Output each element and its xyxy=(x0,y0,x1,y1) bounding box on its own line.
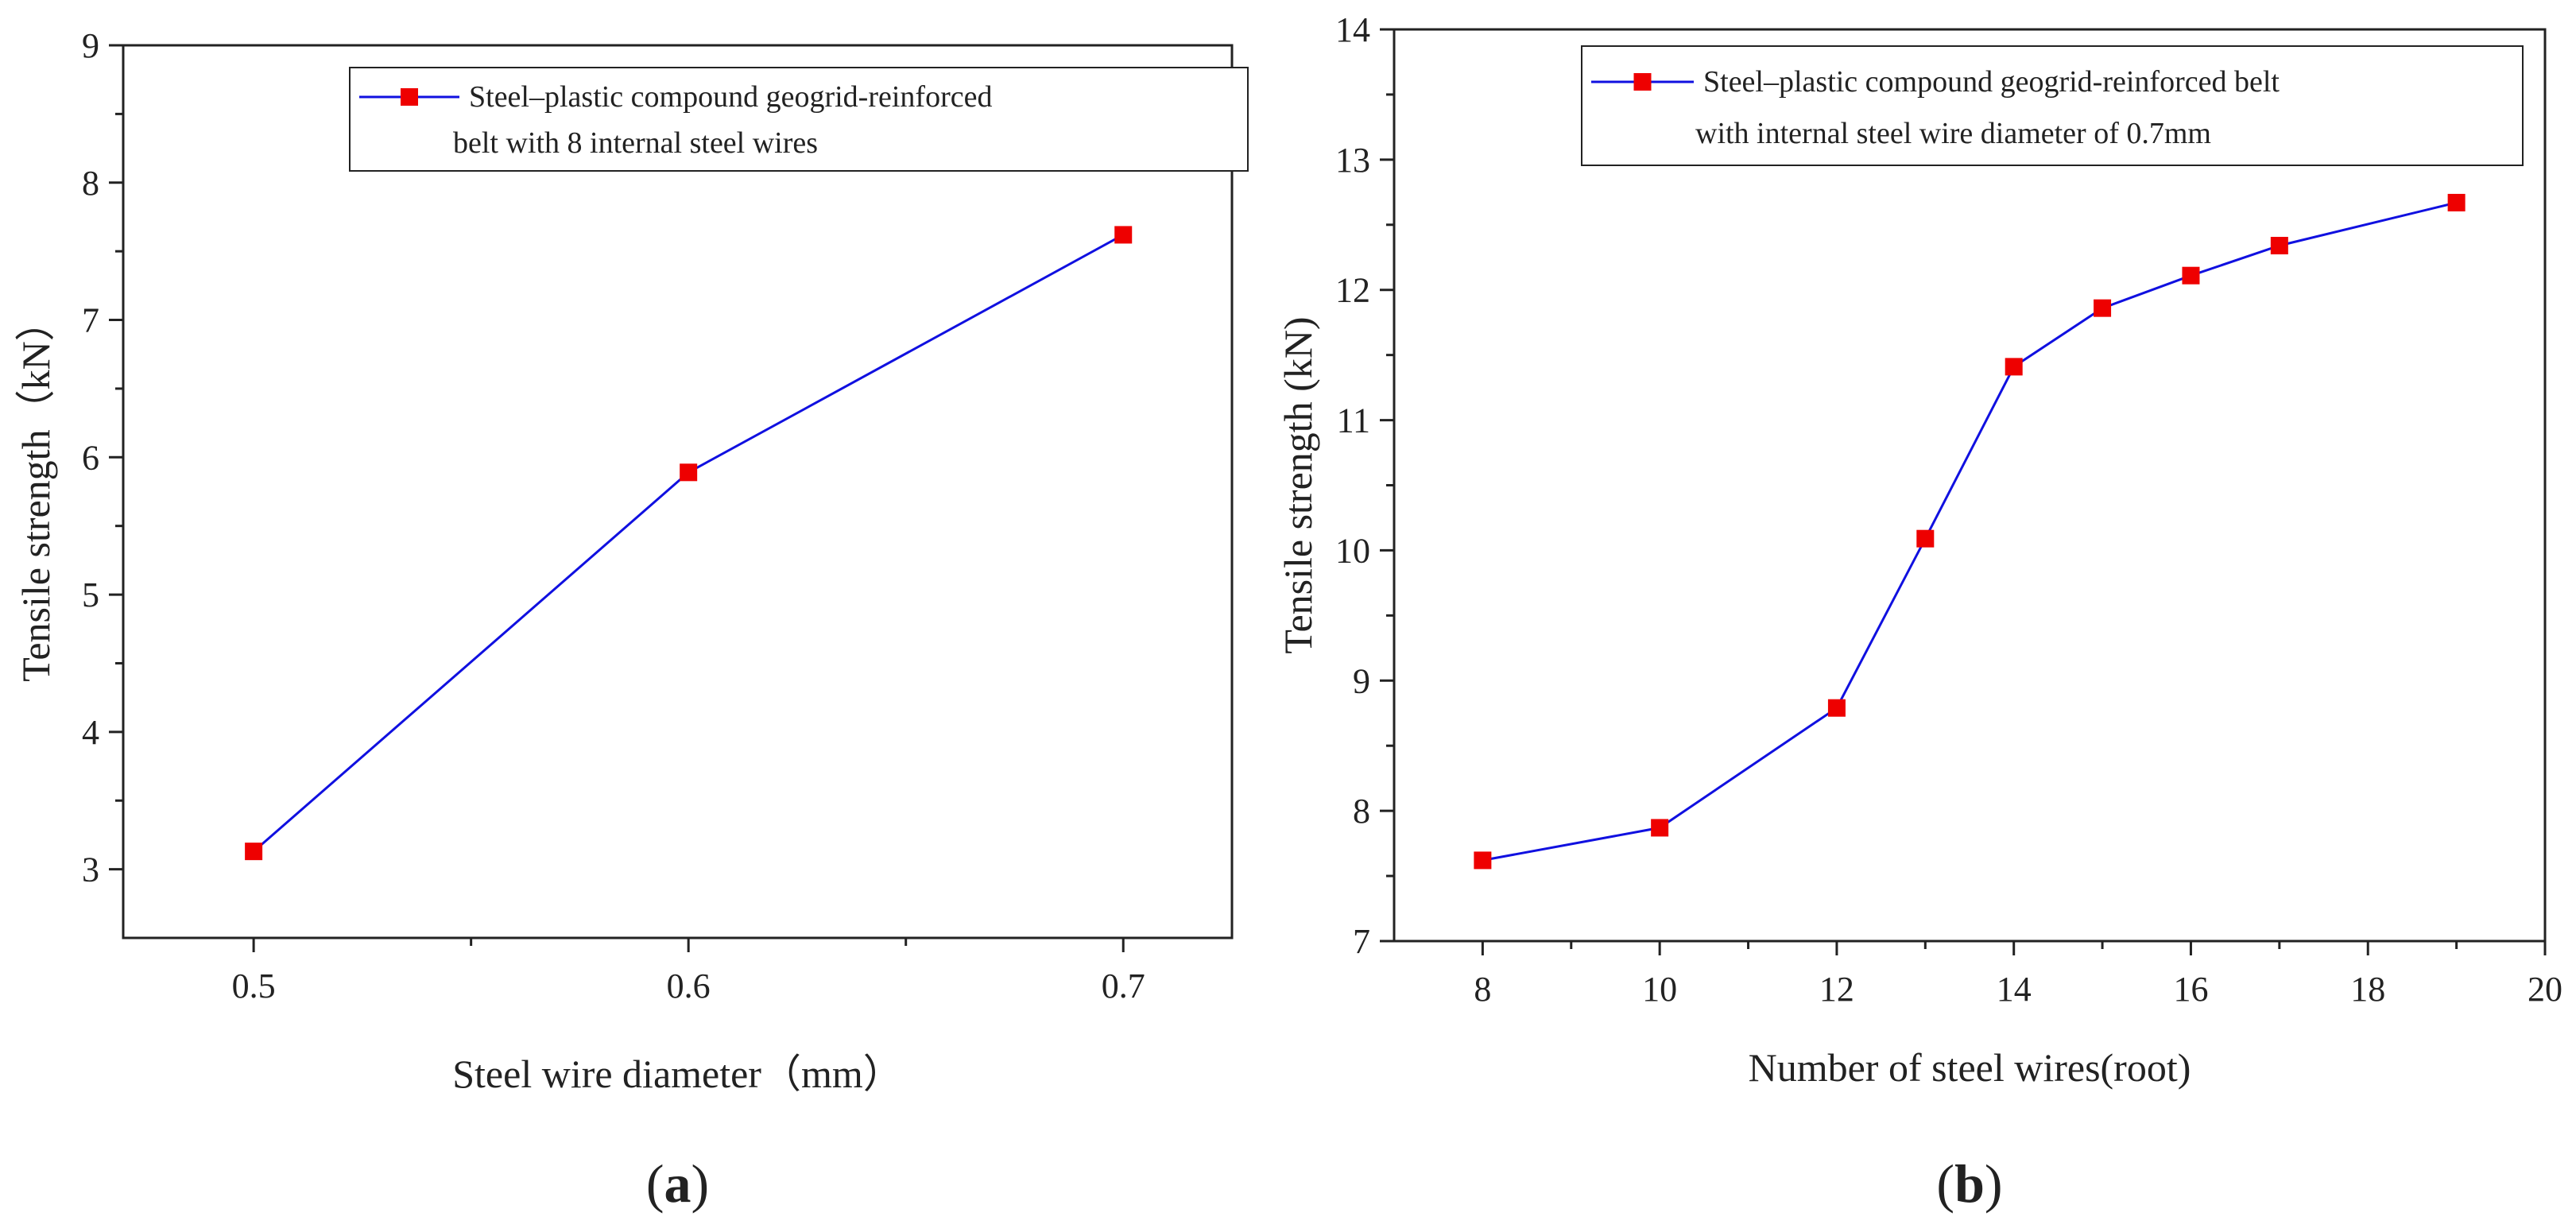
x-axis-title: Number of steel wires(root) xyxy=(1749,1045,2191,1090)
legend-label-line-1: Steel–plastic compound geogrid-reinforce… xyxy=(469,80,992,114)
y-tick-label: 8 xyxy=(1353,792,1370,831)
x-tick-label: 0.5 xyxy=(232,967,276,1005)
y-axis-title: Tensile strength (kN) xyxy=(1276,316,1320,653)
chart-panel-b: 7 8 9 10 11 12 13 14 8 10 12 14 16 18 20 Number of stee… xyxy=(1276,10,2562,1214)
legend-label-line-1: Steel–plastic compound geogrid-reinforce… xyxy=(1703,65,2280,99)
x-tick-label: 16 xyxy=(2173,970,2208,1009)
data-point xyxy=(2270,237,2288,255)
data-point xyxy=(245,843,263,861)
data-point xyxy=(2182,266,2200,285)
y-tick-label: 3 xyxy=(82,850,99,889)
panel-label-close: ) xyxy=(691,1153,710,1214)
data-point xyxy=(680,463,698,482)
legend-box xyxy=(1581,45,2524,166)
y-tick-label: 13 xyxy=(1335,141,1370,180)
y-tick-label: 14 xyxy=(1335,10,1370,49)
legend-label-line-2: with internal steel wire diameter of 0.7… xyxy=(1695,117,2211,150)
data-point xyxy=(2094,299,2112,317)
y-tick-label: 8 xyxy=(82,164,99,203)
data-point xyxy=(2005,358,2023,376)
series-line xyxy=(1482,201,2457,862)
x-tick-label: 10 xyxy=(1642,970,1677,1009)
x-tick-label: 8 xyxy=(1474,970,1491,1009)
panel-label: (b) xyxy=(1936,1153,2002,1214)
panel-label-letter: a xyxy=(664,1153,691,1214)
data-point xyxy=(1474,851,1492,870)
plot-frame xyxy=(1393,28,2547,943)
y-tick-label: 9 xyxy=(82,26,99,65)
data-point xyxy=(1827,699,1846,717)
panel-label: (a) xyxy=(646,1153,709,1214)
x-tick-label: 0.7 xyxy=(1102,967,1145,1005)
series-line xyxy=(253,234,1124,853)
chart-panel-a: 3 4 5 6 7 8 9 0.5 0.6 0.7 Steel wire diameter（mm） T… xyxy=(14,26,1249,1214)
y-tick-label: 6 xyxy=(82,438,99,477)
data-point xyxy=(2447,193,2466,211)
y-tick-label: 12 xyxy=(1335,271,1370,310)
legend: Steel–plastic compound geogrid-reinforce… xyxy=(349,67,1249,172)
y-tick-label: 7 xyxy=(82,301,99,340)
legend-marker-sample xyxy=(401,88,418,106)
x-tick-label: 20 xyxy=(2528,970,2562,1009)
panel-label-open: ( xyxy=(1936,1153,1954,1214)
y-axis-title: Tensile strength（kN） xyxy=(14,301,58,681)
x-axis-title: Steel wire diameter（mm） xyxy=(452,1052,903,1096)
legend: Steel–plastic compound geogrid-reinforce… xyxy=(1581,45,2524,166)
y-tick-label: 11 xyxy=(1337,401,1370,440)
legend-marker-sample xyxy=(1633,73,1652,91)
x-tick-label: 18 xyxy=(2350,970,2385,1009)
y-tick-label: 9 xyxy=(1353,661,1370,700)
panel-label-close: ) xyxy=(1985,1153,2003,1214)
panel-label-letter: b xyxy=(1954,1153,1985,1214)
panel-label-open: ( xyxy=(646,1153,664,1214)
y-tick-label: 10 xyxy=(1335,531,1370,570)
legend-box xyxy=(349,67,1249,172)
y-tick-label: 4 xyxy=(82,713,99,752)
x-tick-label: 14 xyxy=(1997,970,2032,1009)
legend-label-line-2: belt with 8 internal steel wires xyxy=(453,126,818,160)
x-tick-label: 12 xyxy=(1819,970,1854,1009)
y-tick-label: 7 xyxy=(1353,922,1370,961)
plot-frame xyxy=(122,44,1234,939)
data-point xyxy=(1916,529,1935,548)
x-tick-label: 0.6 xyxy=(667,967,711,1005)
data-point xyxy=(1651,819,1669,837)
data-point xyxy=(1114,226,1133,244)
y-tick-label: 5 xyxy=(82,575,99,614)
